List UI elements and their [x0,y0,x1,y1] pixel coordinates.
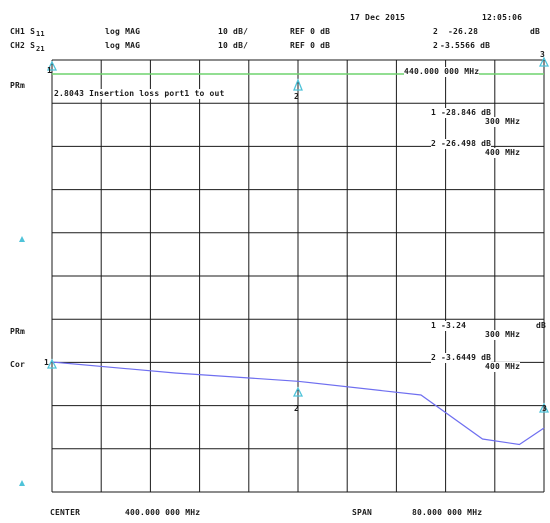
ref-arrow-icon [19,236,25,242]
ch1-format: log MAG [105,27,141,36]
cor-label: Cor [10,360,26,369]
ch1-param: 11 [36,30,45,38]
marker-3b-label: 3 [542,404,548,413]
ch2-label: CH2 S [10,41,36,50]
ch1-marker-value: -26.28 [448,27,479,36]
center-value: 400.000 000 MHz [125,508,201,517]
marker-frequency: 440.000 000 MHz [404,67,480,77]
ch1-label: CH1 S [10,27,36,36]
trace1-title: 2.8043 Insertion loss port1 to out [54,89,225,99]
time-label: 12:05:06 [482,13,523,22]
ch2-ref: REF 0 dB [290,41,331,50]
marker-3-label: 3 [540,50,546,59]
trace1-m1-freq: 300 MHz [485,117,521,127]
marker-icon [538,402,550,413]
s21-trace [51,361,545,446]
span-value: 80.000 000 MHz [412,508,483,517]
graticule [51,59,545,493]
ch2-scale: 10 dB/ [218,41,249,50]
span-label: SPAN [352,508,373,517]
ch2-marker-num: 2 [433,41,439,50]
trace1-side-label: PRm [10,81,26,90]
trace2-m1-freq: 300 MHz [485,330,521,340]
ch1-ref: REF 0 dB [290,27,331,36]
ch1-marker-num: 2 [433,27,439,36]
marker-icon [538,56,550,67]
trace2-m2-value: 2 -3.6449 dB [431,353,492,363]
marker-indicators [19,56,550,486]
ch2-format: log MAG [105,41,141,50]
trace2-m2-freq: 400 MHz [485,362,521,372]
ch2-marker-value: -3.5566 dB [440,41,491,50]
date-label: 17 Dec 2015 [350,13,406,22]
trace1-m2-value: 2 -26.498 dB [431,139,492,149]
ch2-param: 21 [36,45,45,53]
trace2-m1-unit: dB [536,321,547,330]
ch1-scale: 10 dB/ [218,27,249,36]
trace1-m2-freq: 400 MHz [485,148,521,158]
marker-2-label: 2 [294,92,300,101]
trace1-m1-value: 1 -28.846 dB [431,108,492,118]
marker-1-label: 1 [47,66,53,75]
center-label: CENTER [50,508,81,517]
marker-icon [46,60,58,71]
ch1-marker-unit: dB [530,27,541,36]
trace2-side-label: PRm [10,327,26,336]
marker-1b-label: 1 [44,358,50,367]
marker-icon [292,386,304,397]
trace2-m1-value: 1 -3.24 [431,321,467,331]
ref-arrow-icon [19,480,25,486]
marker-icon [46,358,58,369]
marker-icon [293,78,303,91]
marker-2b-label: 2 [294,404,300,413]
